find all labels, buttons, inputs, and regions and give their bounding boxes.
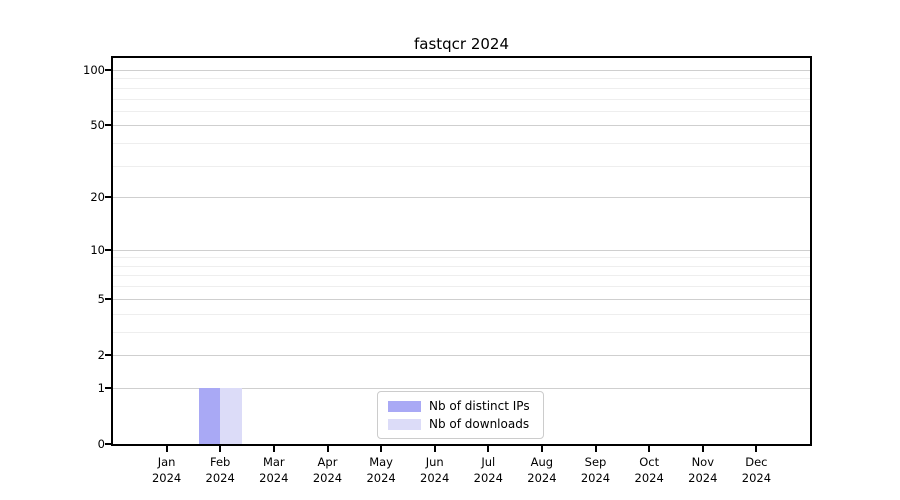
x-tick xyxy=(594,446,597,452)
y-tick xyxy=(105,386,111,389)
gridline-major xyxy=(113,69,810,71)
bar-distinct-ips xyxy=(198,387,221,444)
legend-label-distinct-ips: Nb of distinct IPs xyxy=(429,399,530,413)
x-tick-label: Dec 2024 xyxy=(741,455,772,485)
y-tick xyxy=(105,196,111,199)
legend-item-distinct-ips: Nb of distinct IPs xyxy=(388,398,537,414)
bar-downloads xyxy=(220,387,242,444)
y-tick xyxy=(105,354,111,356)
x-tick xyxy=(433,446,436,452)
y-tick xyxy=(105,443,111,445)
legend-item-downloads: Nb of downloads xyxy=(388,416,537,432)
y-tick xyxy=(105,68,111,71)
x-tick xyxy=(380,446,383,452)
legend-swatch-distinct-ips xyxy=(388,400,421,412)
x-tick-label: Jan 2024 xyxy=(151,455,182,485)
y-tick-label: 10 xyxy=(90,242,105,257)
y-tick xyxy=(105,248,111,251)
y-tick-label: 5 xyxy=(97,291,105,306)
y-tick xyxy=(105,124,111,127)
gridline-minor xyxy=(113,110,810,112)
x-tick xyxy=(540,446,543,452)
gridline-major xyxy=(113,125,810,127)
x-tick xyxy=(326,446,329,452)
x-tick-label: Mar 2024 xyxy=(259,455,289,485)
gridline-minor xyxy=(113,165,810,167)
y-tick-label: 50 xyxy=(90,118,105,133)
y-tick xyxy=(105,297,111,300)
y-tick-label: 0 xyxy=(97,437,105,451)
chart-title: fastqcr 2024 xyxy=(413,35,510,53)
x-tick xyxy=(165,446,168,452)
gridline-major xyxy=(113,387,810,389)
x-tick-label: Feb 2024 xyxy=(205,455,235,485)
gridline-minor xyxy=(113,275,810,277)
legend-label-downloads: Nb of downloads xyxy=(429,417,530,431)
x-tick-label: Apr 2024 xyxy=(312,455,343,485)
gridline-minor xyxy=(113,313,810,315)
gridline-minor xyxy=(113,286,810,288)
x-tick-label: Sep 2024 xyxy=(580,455,611,485)
x-tick xyxy=(648,446,651,452)
gridline-minor xyxy=(113,87,810,89)
y-tick-label: 2 xyxy=(97,348,105,362)
gridline-minor xyxy=(113,78,810,80)
gridline-minor xyxy=(113,143,810,144)
x-tick-label: Aug 2024 xyxy=(527,455,557,485)
x-tick-label: Oct 2024 xyxy=(634,455,664,485)
legend-swatch-downloads xyxy=(388,418,421,430)
gridline-minor xyxy=(113,331,810,333)
gridline-minor xyxy=(113,98,810,100)
gridline-major xyxy=(113,249,810,251)
x-tick xyxy=(755,446,758,452)
x-tick-label: Jun 2024 xyxy=(420,455,450,485)
x-tick xyxy=(219,446,222,452)
x-tick-label: Jul 2024 xyxy=(473,455,503,485)
x-tick xyxy=(701,446,704,452)
x-tick-label: May 2024 xyxy=(366,455,396,485)
y-tick-label: 20 xyxy=(90,190,105,205)
gridline-major xyxy=(113,355,810,356)
x-tick-label: Nov 2024 xyxy=(688,455,718,485)
legend: Nb of distinct IPs Nb of downloads xyxy=(377,391,544,439)
plot-area: Nb of distinct IPs Nb of downloads 0 1 2 5 1… xyxy=(83,56,812,485)
gridline-major xyxy=(113,298,810,300)
y-tick-label: 1 xyxy=(97,380,105,395)
gridline-minor xyxy=(113,257,810,259)
x-tick xyxy=(272,446,275,452)
x-tick xyxy=(487,446,490,452)
gridline-major xyxy=(113,197,810,199)
y-tick-label: 100 xyxy=(83,62,105,77)
gridline-minor xyxy=(113,265,810,267)
